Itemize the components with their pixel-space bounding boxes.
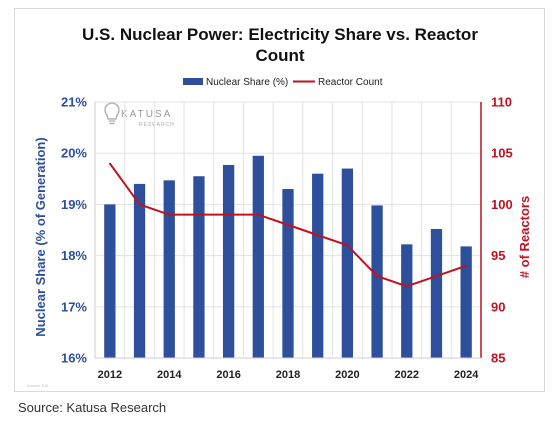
reactor-point-2013	[138, 203, 141, 206]
x-tick-label: 2020	[335, 369, 359, 381]
y-left-tick-label: 18%	[61, 248, 87, 263]
bar-2016	[222, 164, 235, 358]
y-right-tick-label: 110	[491, 95, 512, 110]
y-right-tick-label: 105	[491, 146, 513, 161]
bar-series	[104, 155, 472, 358]
bar-2015	[193, 176, 205, 358]
y-right-tick-label: 100	[491, 197, 513, 212]
y-left-tick-label: 21%	[61, 95, 87, 110]
bar-2021	[371, 205, 383, 358]
y-left-tick-label: 17%	[61, 299, 87, 314]
y-left-tick-label: 16%	[61, 351, 87, 366]
line-series	[109, 162, 467, 288]
reactor-point-2015	[198, 213, 200, 216]
reactor-point-2012	[109, 162, 111, 165]
y-right-tick-label: 90	[491, 299, 505, 314]
y-right-tick-label: 95	[491, 248, 505, 263]
reactor-point-2018	[287, 224, 289, 226]
bar-2019	[312, 173, 324, 358]
chart-card: U.S. Nuclear Power: Electricity Share vs…	[14, 8, 545, 392]
reactor-point-2014	[168, 213, 171, 216]
y-axis-left-label: Nuclear Share (% of Generation)	[33, 137, 48, 336]
bar-2024	[460, 246, 472, 358]
chart-title-line2: Count	[255, 46, 304, 65]
chart-figure: U.S. Nuclear Power: Electricity Share vs…	[27, 25, 532, 388]
bar-2022	[401, 244, 413, 358]
y-axis-right-label: # of Reactors	[517, 196, 532, 278]
axes: 16% 85 17% 90 18% 95 19% 100 20% 105 21% 110 2012 201…	[61, 95, 513, 382]
logo-subtitle: RESEARCH	[139, 122, 175, 128]
reactor-point-2017	[257, 213, 260, 216]
reactor-point-2020	[346, 244, 349, 247]
legend-line-label: Reactor Count	[318, 77, 383, 88]
legend: Nuclear Share (%) Reactor Count	[183, 77, 383, 88]
bar-2014	[163, 180, 175, 358]
reactor-point-2016	[227, 213, 230, 216]
reactor-point-2019	[316, 234, 319, 236]
chart-title-line1: U.S. Nuclear Power: Electricity Share vs…	[82, 25, 478, 44]
bar-2012	[104, 204, 116, 358]
x-tick-label: 2016	[216, 369, 240, 381]
x-tick-label: 2022	[395, 369, 419, 381]
katusa-logo: KATUSA RESEARCH	[104, 102, 175, 128]
bar-2020	[341, 168, 354, 358]
figure-caption: Source: Katusa Research	[18, 400, 167, 415]
y-left-tick-label: 19%	[61, 197, 87, 212]
y-right-tick-label: 85	[491, 351, 505, 366]
reactor-point-2024	[465, 265, 467, 267]
legend-bar-label: Nuclear Share (%)	[206, 77, 288, 88]
reactor-point-2023	[435, 275, 438, 277]
y-left-tick-label: 20%	[61, 146, 87, 161]
bar-2017	[252, 155, 264, 358]
reactor-point-2021	[376, 275, 378, 277]
bar-2023	[430, 228, 443, 358]
x-tick-label: 2024	[454, 369, 479, 381]
bar-2018	[282, 189, 294, 358]
x-tick-label: 2014	[157, 369, 182, 381]
source-note: Source: EIA	[27, 383, 49, 388]
legend-bar-swatch	[183, 78, 203, 85]
x-tick-label: 2018	[276, 369, 300, 381]
x-tick-label: 2012	[98, 369, 122, 381]
bar-2013	[133, 183, 146, 358]
logo-name: KATUSA	[121, 109, 172, 120]
reactor-point-2022	[405, 285, 408, 288]
lightbulb-icon	[104, 102, 120, 125]
